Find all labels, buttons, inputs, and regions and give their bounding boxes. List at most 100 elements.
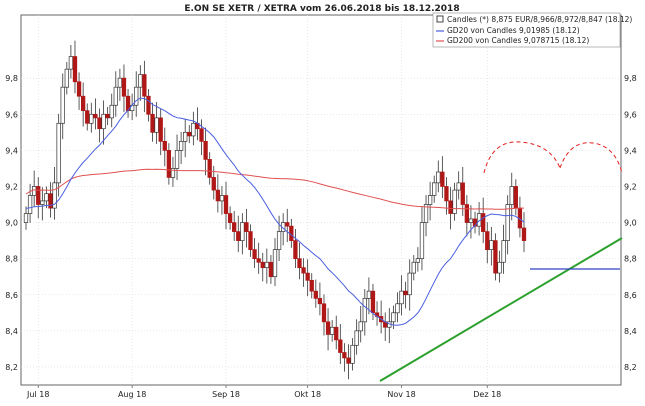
candle-up (240, 222, 245, 241)
candle-down (76, 81, 82, 97)
y-tick-label-right: 9,2 (624, 182, 637, 191)
candle-up (178, 140, 184, 151)
candle-down (72, 56, 78, 83)
candle-down (211, 177, 216, 191)
candle-down (268, 261, 274, 278)
candle-up (358, 321, 363, 332)
y-tick-label-left: 8,8 (5, 255, 18, 264)
y-tick-label-right: 9,8 (624, 74, 637, 83)
candle-up (399, 290, 404, 305)
legend-candle-swatch (436, 15, 444, 23)
candle-up (505, 204, 510, 241)
candle-up (264, 261, 269, 269)
candle-up (44, 193, 49, 202)
candle-down (521, 227, 527, 241)
candle-up (489, 240, 494, 250)
candle-up (219, 195, 225, 202)
legend-candles-label: Candles (*) 8,875 EUR/8,966/8,972/8,847 … (447, 15, 632, 24)
y-tick-label-left: 9,2 (5, 182, 18, 191)
candle-down (215, 189, 221, 202)
y-tick-label-right: 9,0 (624, 219, 637, 228)
candle-down (346, 357, 351, 364)
y-tick-label-right: 8,4 (624, 327, 637, 336)
candle-down (440, 171, 445, 187)
y-tick-label-right: 9,6 (624, 110, 637, 119)
candle-down (232, 222, 237, 232)
candle-down (252, 249, 257, 260)
candle-down (199, 128, 204, 142)
arc-right-shoulder (559, 142, 623, 174)
candle-up (497, 261, 502, 274)
y-tick-label-right: 8,6 (624, 291, 637, 300)
candle-down (121, 77, 127, 97)
x-tick-label: Jul 18 (26, 390, 49, 399)
candle-down (248, 231, 253, 250)
y-tick-label-left: 9,0 (5, 219, 18, 228)
plot-frame (20, 14, 622, 386)
candle-up (109, 104, 114, 119)
candle-down (158, 117, 163, 142)
candle-down (244, 222, 249, 232)
candle-up (329, 326, 335, 335)
candle-up (350, 344, 355, 364)
candle-up (395, 303, 400, 314)
candle-up (276, 231, 282, 250)
candle-up (134, 86, 139, 106)
candle-down (464, 204, 470, 223)
candle-up (154, 117, 159, 133)
candle-down (293, 240, 298, 260)
candle-down (36, 186, 41, 205)
candle-down (256, 258, 261, 263)
candle-up (32, 186, 37, 196)
candle-up (191, 122, 196, 137)
candle-down (472, 218, 478, 227)
candle-down (227, 213, 233, 223)
candle-up (183, 131, 188, 142)
chart-title: E.ON SE XETR / XETRA vom 26.06.2018 bis … (184, 4, 459, 14)
candle-down (493, 240, 498, 274)
candle-up (272, 249, 278, 278)
candles (23, 40, 527, 380)
candle-up (362, 298, 367, 323)
candle-up (407, 272, 412, 296)
candle-down (85, 110, 90, 124)
candle-up (60, 86, 65, 124)
y-tick-label-left: 8,4 (5, 327, 18, 336)
candle-up (68, 56, 74, 70)
candle-down (150, 113, 155, 133)
candle-down (162, 140, 167, 151)
candle-up (354, 330, 359, 346)
candle-down (236, 231, 241, 241)
candle-down (325, 321, 331, 335)
candle-up (415, 258, 421, 263)
candle-down (146, 95, 151, 115)
candle-up (113, 86, 118, 106)
candle-up (391, 312, 396, 323)
candle-up (52, 182, 57, 209)
candle-down (297, 258, 302, 269)
candle-down (301, 267, 306, 274)
trendline-support (379, 237, 623, 382)
legend-box (432, 12, 621, 48)
x-axis-ticks: Jul 18 Aug 18 Sep 18 Okt 18 Nov 18 Dez 18 (26, 385, 501, 399)
candle-up (174, 150, 180, 169)
candle-up (436, 171, 441, 184)
candle-down (207, 159, 212, 178)
candle-down (187, 131, 192, 137)
candle-down (260, 261, 265, 269)
candle-down (481, 213, 486, 232)
candle-down (203, 140, 208, 160)
x-tick-label: Sep 18 (212, 390, 240, 399)
y-tick-label-left: 8,6 (5, 291, 18, 300)
candle-down (166, 150, 172, 178)
candle-down (403, 290, 408, 296)
y-tick-label-left: 9,4 (5, 146, 18, 155)
x-tick-label: Aug 18 (118, 390, 146, 399)
candle-down (321, 303, 327, 323)
candle-up (456, 182, 461, 191)
candle-down (370, 290, 376, 314)
legend-gd200-label: GD200 von Candles 9,078715 (18.12) (447, 36, 589, 45)
candle-up (452, 189, 457, 214)
candle-down (80, 95, 86, 112)
